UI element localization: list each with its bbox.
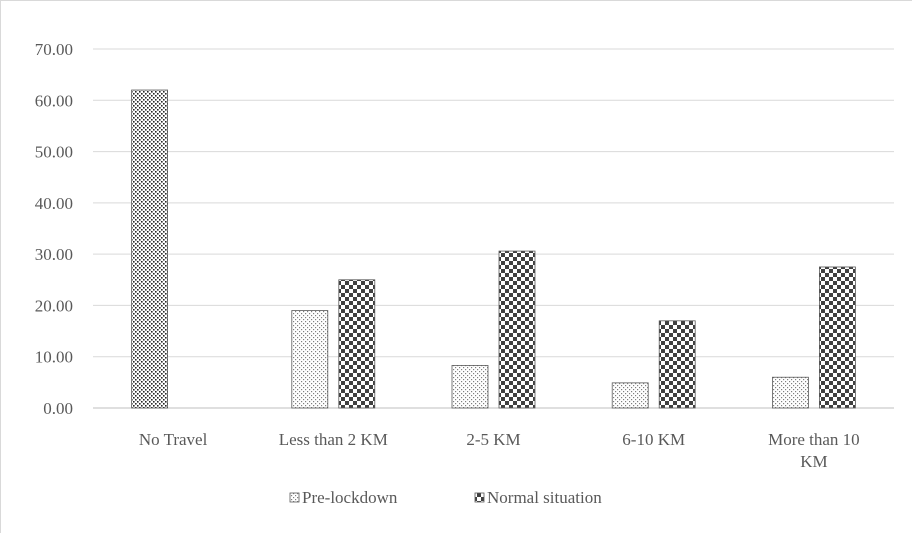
y-tick-label: 10.00 bbox=[35, 348, 73, 367]
x-category-label: 6-10 KM bbox=[622, 430, 685, 449]
gridlines bbox=[93, 48, 894, 409]
x-category-label: 2-5 KM bbox=[466, 430, 520, 449]
x-axis-categories: No Travel Less than 2 KM 2-5 KM 6-10 KM More… bbox=[139, 430, 860, 471]
y-tick-label: 40.00 bbox=[35, 194, 73, 213]
y-axis-ticks: 0.00 10.00 20.00 30.00 40.00 50.00 60.00 70.00 bbox=[35, 40, 73, 418]
y-tick-label: 30.00 bbox=[35, 245, 73, 264]
bar-pre-lockdown bbox=[131, 89, 169, 409]
y-tick-label: 70.00 bbox=[35, 40, 73, 59]
bar-normal-situation bbox=[819, 266, 856, 409]
y-tick-label: 20.00 bbox=[35, 296, 73, 315]
legend-label: Pre-lockdown bbox=[302, 488, 398, 507]
y-tick-label: 60.00 bbox=[35, 91, 73, 110]
bar-normal-situation bbox=[338, 279, 376, 409]
x-category-label: No Travel bbox=[139, 430, 208, 449]
bar-pre-lockdown bbox=[451, 365, 489, 409]
legend-label: Normal situation bbox=[487, 488, 602, 507]
y-tick-label: 50.00 bbox=[35, 143, 73, 162]
bar-pre-lockdown bbox=[611, 382, 649, 409]
bar-pre-lockdown bbox=[291, 310, 329, 409]
y-tick-label: 0.00 bbox=[43, 399, 73, 418]
x-category-label: Less than 2 KM bbox=[279, 430, 388, 449]
bar-normal-situation bbox=[658, 320, 696, 409]
bar-normal-situation bbox=[498, 250, 536, 409]
legend-swatch bbox=[289, 492, 300, 503]
bar-pre-lockdown bbox=[772, 376, 809, 409]
legend-swatch bbox=[474, 492, 485, 503]
x-category-label: More than 10 bbox=[768, 430, 860, 449]
legend: Pre-lockdown Normal situation bbox=[289, 488, 602, 507]
bars bbox=[131, 89, 856, 409]
x-category-label: KM bbox=[800, 452, 827, 471]
